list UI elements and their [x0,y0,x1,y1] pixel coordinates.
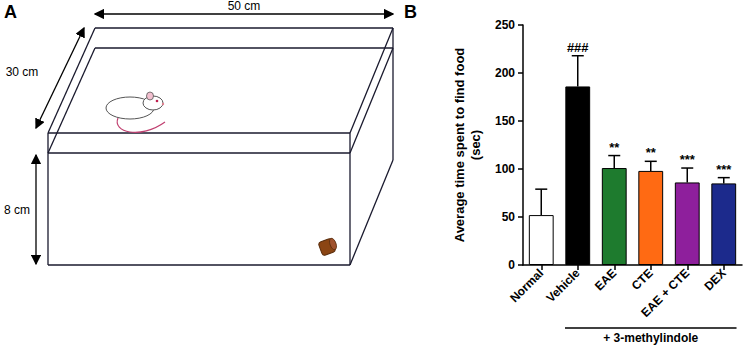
svg-text:DEX: DEX [701,266,728,293]
svg-text:30 cm: 30 cm [6,65,39,79]
svg-text:100: 100 [495,162,515,176]
html-text:A: A [4,2,17,22]
svg-text:**: ** [646,145,657,160]
svg-text:50 cm: 50 cm [228,0,261,13]
svg-text:Vehicle: Vehicle [544,266,583,305]
svg-text:+ 3-methylindole: + 3-methylindole [603,331,698,345]
svg-text:250: 250 [495,18,515,32]
svg-text:0: 0 [508,258,515,272]
svg-text:EAE + CTE: EAE + CTE [638,266,692,320]
svg-text:EAE: EAE [592,266,619,293]
svg-text:Average time spent to find foo: Average time spent to find food [452,48,467,243]
html-text:B: B [404,2,417,22]
svg-text:***: *** [716,162,732,177]
svg-text:(sec): (sec) [468,130,483,160]
svg-text:CTE: CTE [629,266,656,293]
svg-text:50: 50 [502,210,516,224]
svg-text:###: ### [567,40,589,55]
svg-text:200: 200 [495,66,515,80]
svg-text:150: 150 [495,114,515,128]
svg-text:8 cm: 8 cm [4,203,30,217]
svg-text:**: ** [609,140,620,155]
svg-text:Normal: Normal [507,266,546,305]
svg-text:***: *** [680,152,696,167]
